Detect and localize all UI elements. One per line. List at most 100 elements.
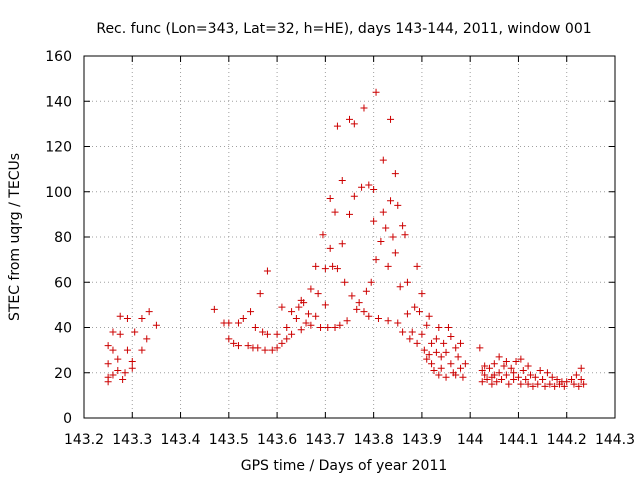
data-point	[500, 362, 508, 370]
data-point	[510, 376, 518, 384]
data-point	[355, 299, 363, 307]
data-point	[109, 371, 117, 379]
data-point	[524, 380, 532, 388]
data-point	[570, 380, 578, 388]
data-point	[379, 208, 387, 216]
data-point	[485, 364, 493, 372]
data-point	[435, 324, 443, 331]
data-point	[292, 314, 300, 322]
data-point	[121, 369, 129, 377]
data-point	[391, 170, 399, 178]
data-point	[524, 362, 532, 370]
x-tick-label: 143.9	[402, 432, 442, 448]
data-point	[490, 360, 498, 368]
data-point	[457, 339, 465, 347]
data-point	[128, 357, 136, 365]
data-point	[546, 380, 554, 388]
data-point	[326, 244, 334, 252]
data-point	[382, 224, 390, 232]
x-axis-label: GPS time / Days of year 2011	[241, 458, 448, 474]
data-point	[304, 310, 312, 318]
data-point	[387, 115, 395, 123]
data-point	[338, 240, 346, 248]
data-point	[543, 369, 551, 377]
data-point	[505, 380, 513, 388]
data-point	[230, 339, 238, 347]
data-point	[317, 324, 325, 331]
data-point	[401, 231, 409, 239]
data-point	[329, 262, 337, 270]
data-point	[152, 321, 160, 329]
data-point	[348, 292, 356, 300]
data-point	[387, 197, 395, 205]
data-point	[138, 346, 146, 354]
data-point	[273, 344, 281, 352]
data-point	[432, 348, 440, 356]
data-point	[536, 366, 544, 374]
data-point	[261, 346, 269, 354]
data-point	[365, 312, 373, 320]
data-point	[519, 366, 527, 374]
data-point	[442, 373, 450, 381]
data-point	[114, 355, 122, 363]
data-point	[495, 353, 503, 361]
data-point	[254, 344, 262, 352]
data-point	[283, 324, 291, 331]
data-point	[288, 330, 296, 338]
data-point	[418, 290, 426, 298]
data-point	[560, 382, 568, 390]
chart-title: Rec. func (Lon=343, Lat=32, h=HE), days …	[96, 21, 591, 37]
data-point	[423, 355, 431, 363]
data-point	[517, 355, 525, 363]
x-tick-label: 143.3	[112, 432, 152, 448]
data-point	[440, 339, 448, 347]
data-point	[457, 364, 465, 372]
y-axis-label: STEC from uqrg / TECUs	[7, 153, 23, 321]
data-point	[406, 335, 414, 343]
x-tick-label: 143.8	[354, 432, 394, 448]
data-point	[488, 380, 496, 388]
data-point	[394, 201, 402, 209]
data-point	[119, 376, 127, 384]
data-point	[278, 339, 286, 347]
y-tick-label: 160	[45, 49, 72, 65]
data-point	[273, 330, 281, 338]
data-point	[435, 371, 443, 379]
data-point	[116, 312, 124, 320]
data-point	[372, 256, 380, 264]
data-point	[360, 104, 368, 112]
data-point	[210, 305, 218, 313]
x-tick-label: 144.2	[547, 432, 587, 448]
data-point	[442, 348, 450, 356]
data-point	[430, 366, 438, 374]
data-point	[428, 360, 436, 368]
data-point	[452, 371, 460, 379]
plot-area-frame	[83, 55, 616, 419]
data-point	[399, 222, 407, 230]
data-point	[362, 287, 370, 295]
data-point	[437, 364, 445, 372]
data-point	[278, 303, 286, 311]
data-point	[234, 342, 242, 350]
data-point	[478, 366, 486, 374]
data-point	[263, 267, 271, 275]
data-point	[321, 265, 329, 273]
data-point	[423, 321, 431, 329]
data-point	[321, 301, 329, 309]
data-point	[454, 353, 462, 361]
data-point	[283, 335, 291, 343]
data-point	[413, 339, 421, 347]
data-point	[331, 208, 339, 216]
data-point	[384, 317, 392, 325]
data-point	[580, 380, 588, 388]
data-point	[379, 156, 387, 164]
y-tick-label: 120	[45, 140, 72, 156]
data-point	[374, 314, 382, 322]
data-point	[476, 344, 484, 352]
data-point	[391, 249, 399, 257]
data-point	[447, 333, 455, 341]
data-point	[447, 360, 455, 368]
data-point	[394, 319, 402, 327]
